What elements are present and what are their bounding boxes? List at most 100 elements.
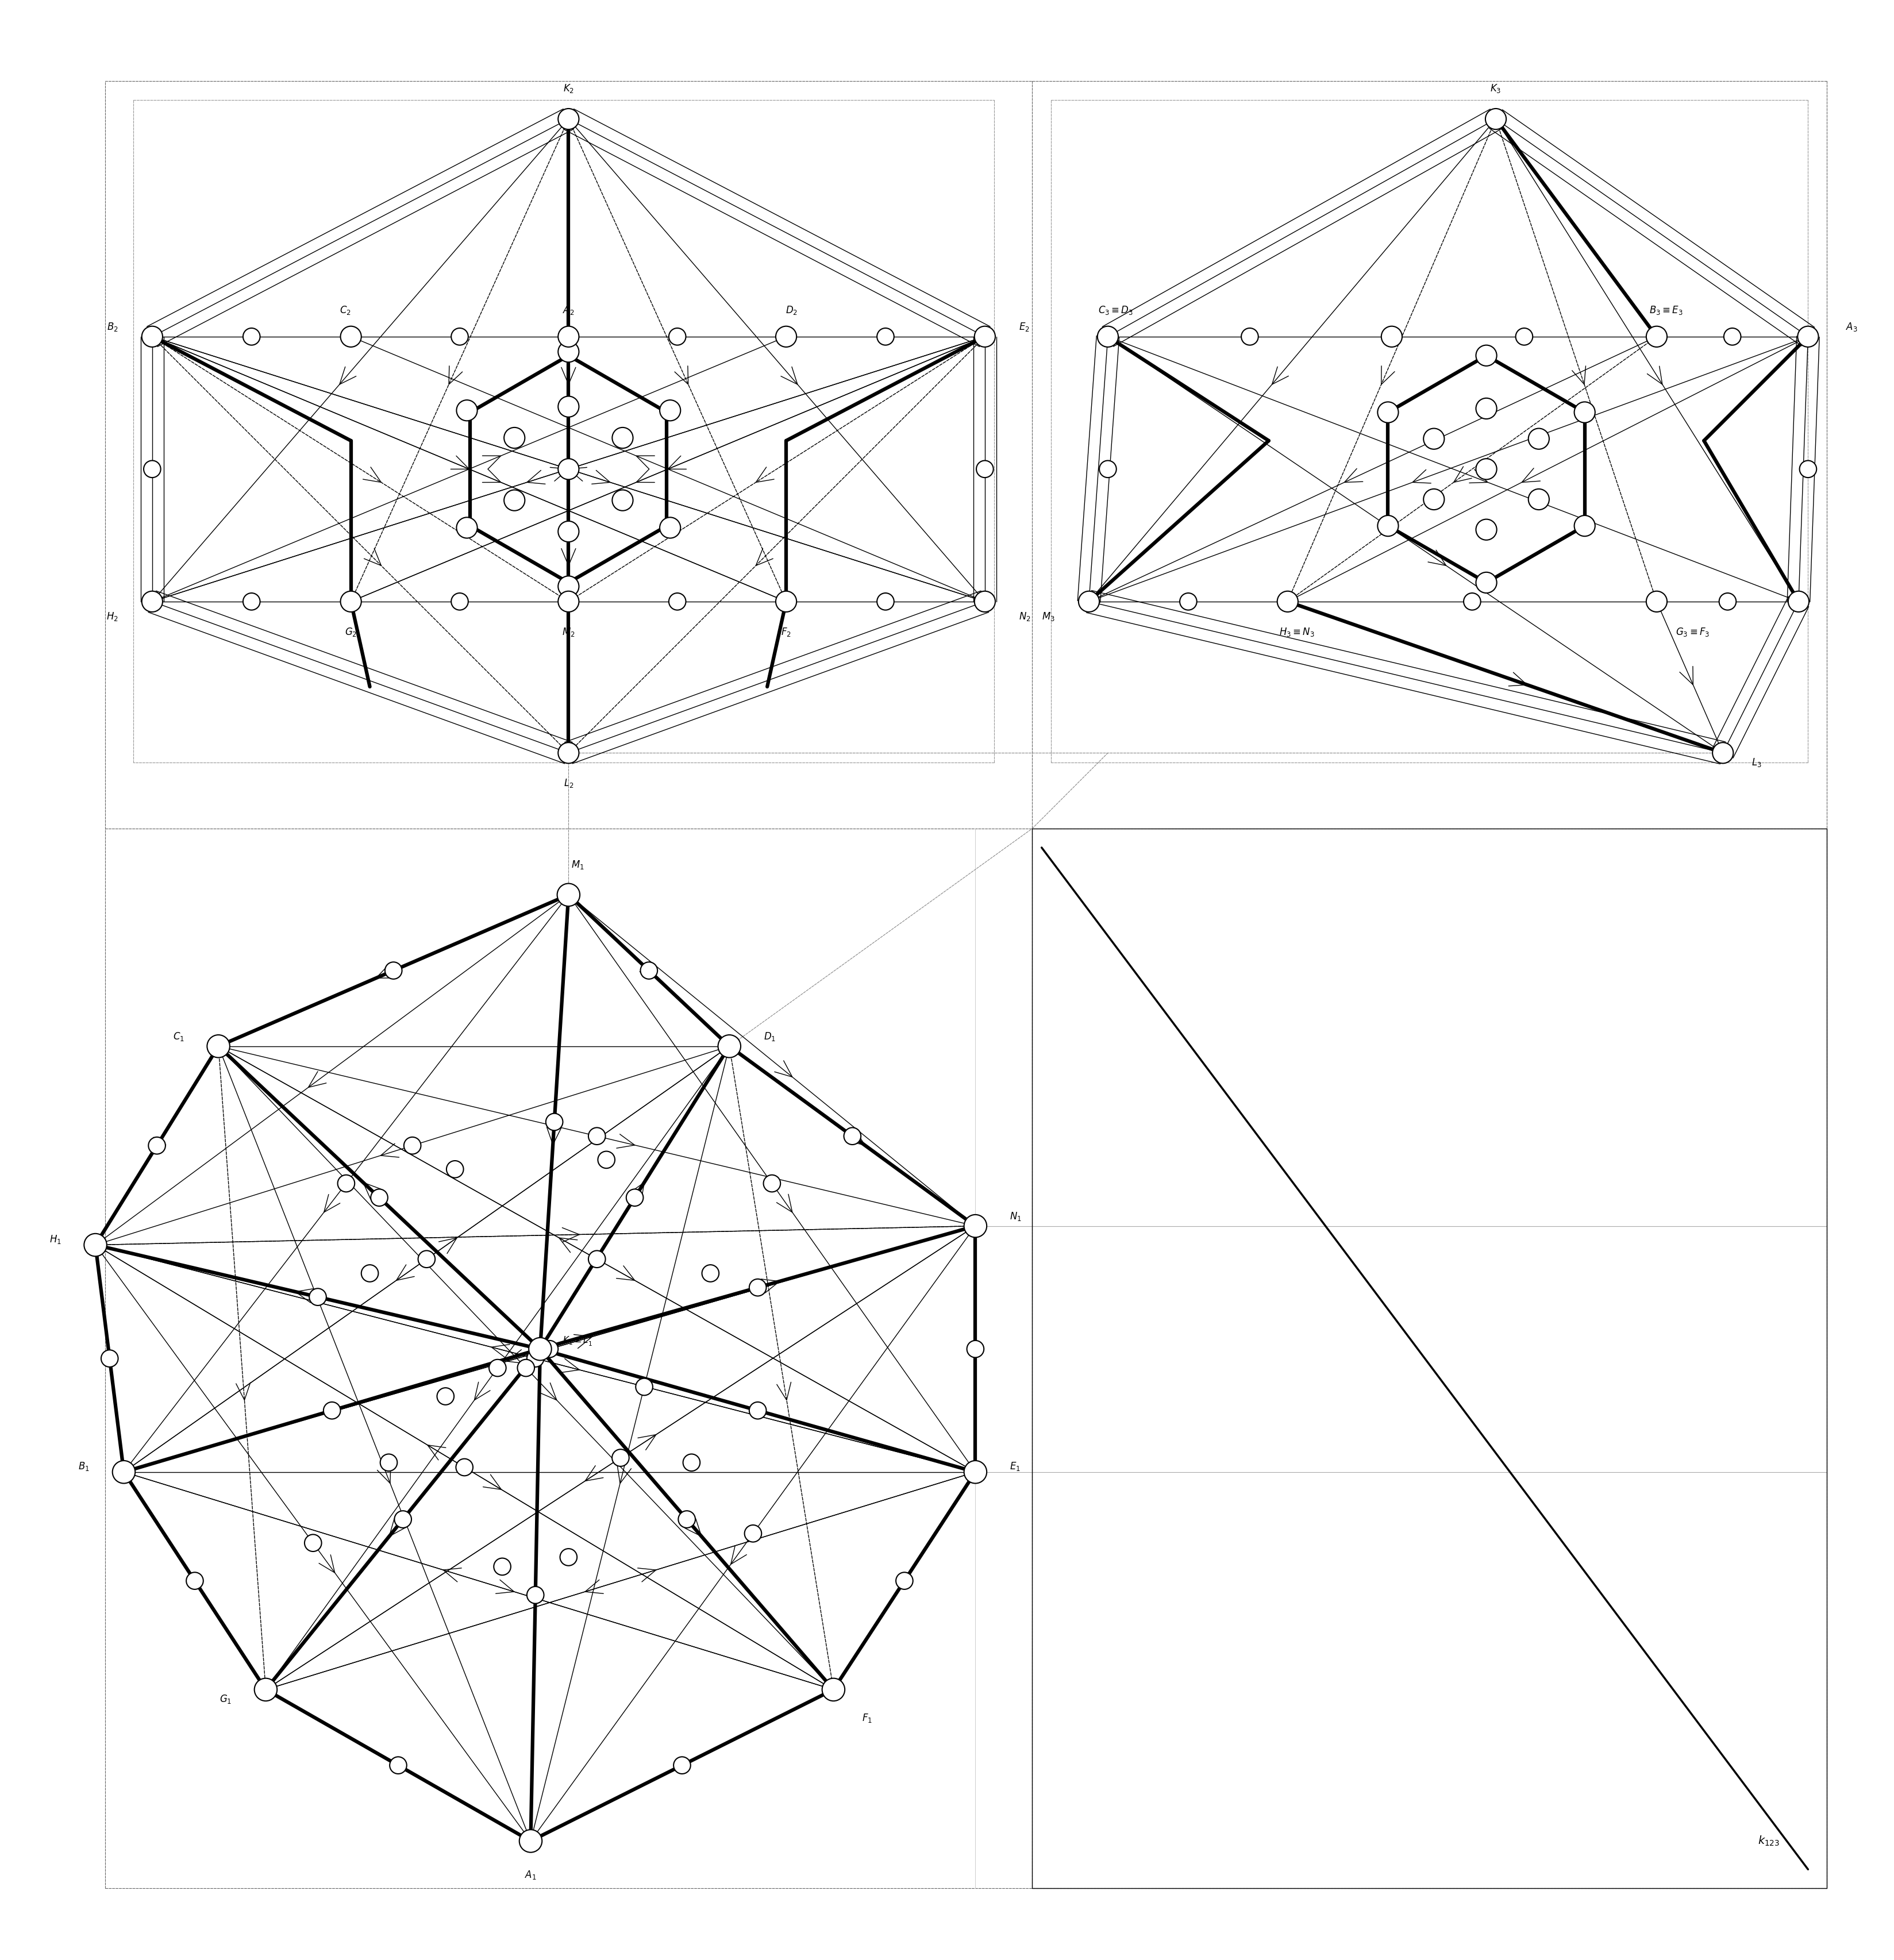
Circle shape: [678, 1511, 695, 1529]
Text: $K_1{\equiv}L^\prime_1$: $K_1{\equiv}L^\prime_1$: [563, 1335, 593, 1347]
Text: $H_1$: $H_1$: [49, 1233, 61, 1245]
Circle shape: [1180, 594, 1197, 610]
Text: $F_1$: $F_1$: [862, 1713, 871, 1723]
Text: $C_2$: $C_2$: [339, 304, 350, 316]
Circle shape: [504, 490, 525, 512]
Text: $H_3{\equiv}N_3$: $H_3{\equiv}N_3$: [1278, 625, 1314, 637]
Circle shape: [559, 459, 580, 480]
Circle shape: [1475, 459, 1496, 480]
Circle shape: [1646, 592, 1667, 612]
Circle shape: [528, 1337, 551, 1360]
Circle shape: [659, 400, 680, 421]
Text: $B_2$: $B_2$: [106, 321, 117, 333]
Text: $B_3{\equiv}E_3$: $B_3{\equiv}E_3$: [1650, 304, 1684, 316]
Circle shape: [305, 1535, 322, 1552]
Circle shape: [206, 1035, 229, 1058]
Circle shape: [83, 1233, 106, 1256]
Circle shape: [1099, 461, 1116, 478]
Circle shape: [612, 427, 633, 449]
Circle shape: [254, 1678, 277, 1701]
Circle shape: [403, 1137, 420, 1154]
Circle shape: [1485, 108, 1506, 129]
Circle shape: [1078, 592, 1099, 612]
Circle shape: [559, 576, 580, 596]
Circle shape: [599, 1151, 616, 1168]
Text: $M_2$: $M_2$: [563, 625, 576, 637]
Circle shape: [1383, 327, 1400, 345]
Circle shape: [381, 1454, 398, 1472]
Circle shape: [519, 1829, 542, 1852]
Circle shape: [1381, 325, 1402, 347]
Circle shape: [684, 1454, 701, 1472]
Circle shape: [1788, 592, 1809, 612]
Text: $L_3$: $L_3$: [1752, 757, 1761, 768]
Circle shape: [309, 1288, 326, 1305]
Circle shape: [489, 1360, 506, 1376]
Text: $M_1$: $M_1$: [572, 858, 585, 870]
Circle shape: [627, 1190, 644, 1205]
Circle shape: [242, 594, 259, 610]
Circle shape: [669, 327, 686, 345]
Circle shape: [703, 1264, 720, 1282]
Circle shape: [559, 743, 580, 762]
Circle shape: [324, 1401, 341, 1419]
Circle shape: [750, 1280, 767, 1296]
Circle shape: [390, 1756, 407, 1774]
Circle shape: [1475, 572, 1496, 594]
Circle shape: [612, 1448, 629, 1466]
Circle shape: [371, 1190, 388, 1205]
Circle shape: [559, 341, 580, 363]
Text: $N_2$: $N_2$: [1019, 612, 1030, 623]
Text: $A_3$: $A_3$: [1847, 321, 1858, 333]
Circle shape: [974, 592, 994, 612]
Circle shape: [1464, 594, 1481, 610]
Circle shape: [1377, 515, 1398, 537]
Circle shape: [975, 461, 992, 478]
Circle shape: [148, 1137, 165, 1154]
Circle shape: [777, 325, 797, 347]
Circle shape: [1377, 402, 1398, 423]
Text: $A_1$: $A_1$: [525, 1870, 536, 1882]
Circle shape: [242, 327, 259, 345]
Text: $K_3$: $K_3$: [1491, 82, 1502, 94]
Circle shape: [612, 490, 633, 512]
Circle shape: [1528, 429, 1549, 449]
Circle shape: [142, 325, 163, 347]
Circle shape: [447, 1160, 464, 1178]
Circle shape: [763, 1174, 780, 1192]
Circle shape: [542, 1341, 559, 1358]
Circle shape: [674, 1756, 691, 1774]
Circle shape: [966, 1341, 983, 1358]
Circle shape: [1574, 515, 1595, 537]
Circle shape: [142, 592, 163, 612]
Text: $N_1$: $N_1$: [1010, 1211, 1021, 1223]
Text: $B_1$: $B_1$: [78, 1460, 89, 1472]
Circle shape: [640, 962, 657, 980]
Text: $D_1$: $D_1$: [763, 1031, 777, 1043]
Text: $G_1$: $G_1$: [220, 1693, 231, 1705]
Circle shape: [451, 327, 468, 345]
Circle shape: [822, 1678, 845, 1701]
Circle shape: [896, 1572, 913, 1590]
Circle shape: [419, 1250, 436, 1268]
Circle shape: [186, 1572, 203, 1590]
Circle shape: [974, 325, 994, 347]
Circle shape: [1515, 327, 1532, 345]
Circle shape: [964, 1215, 987, 1237]
Circle shape: [1424, 488, 1445, 510]
Text: $G_2$: $G_2$: [345, 625, 356, 637]
Circle shape: [557, 884, 580, 906]
Circle shape: [561, 1548, 578, 1566]
Circle shape: [964, 1460, 987, 1484]
Text: $F_2$: $F_2$: [780, 625, 792, 637]
Circle shape: [877, 594, 894, 610]
Circle shape: [777, 592, 797, 612]
Circle shape: [456, 400, 477, 421]
Text: $K_2$: $K_2$: [563, 82, 574, 94]
Text: $H_2$: $H_2$: [106, 612, 117, 623]
Circle shape: [337, 1174, 354, 1192]
Circle shape: [750, 1401, 767, 1419]
Circle shape: [545, 1113, 563, 1131]
Circle shape: [669, 594, 686, 610]
Circle shape: [438, 1388, 455, 1405]
